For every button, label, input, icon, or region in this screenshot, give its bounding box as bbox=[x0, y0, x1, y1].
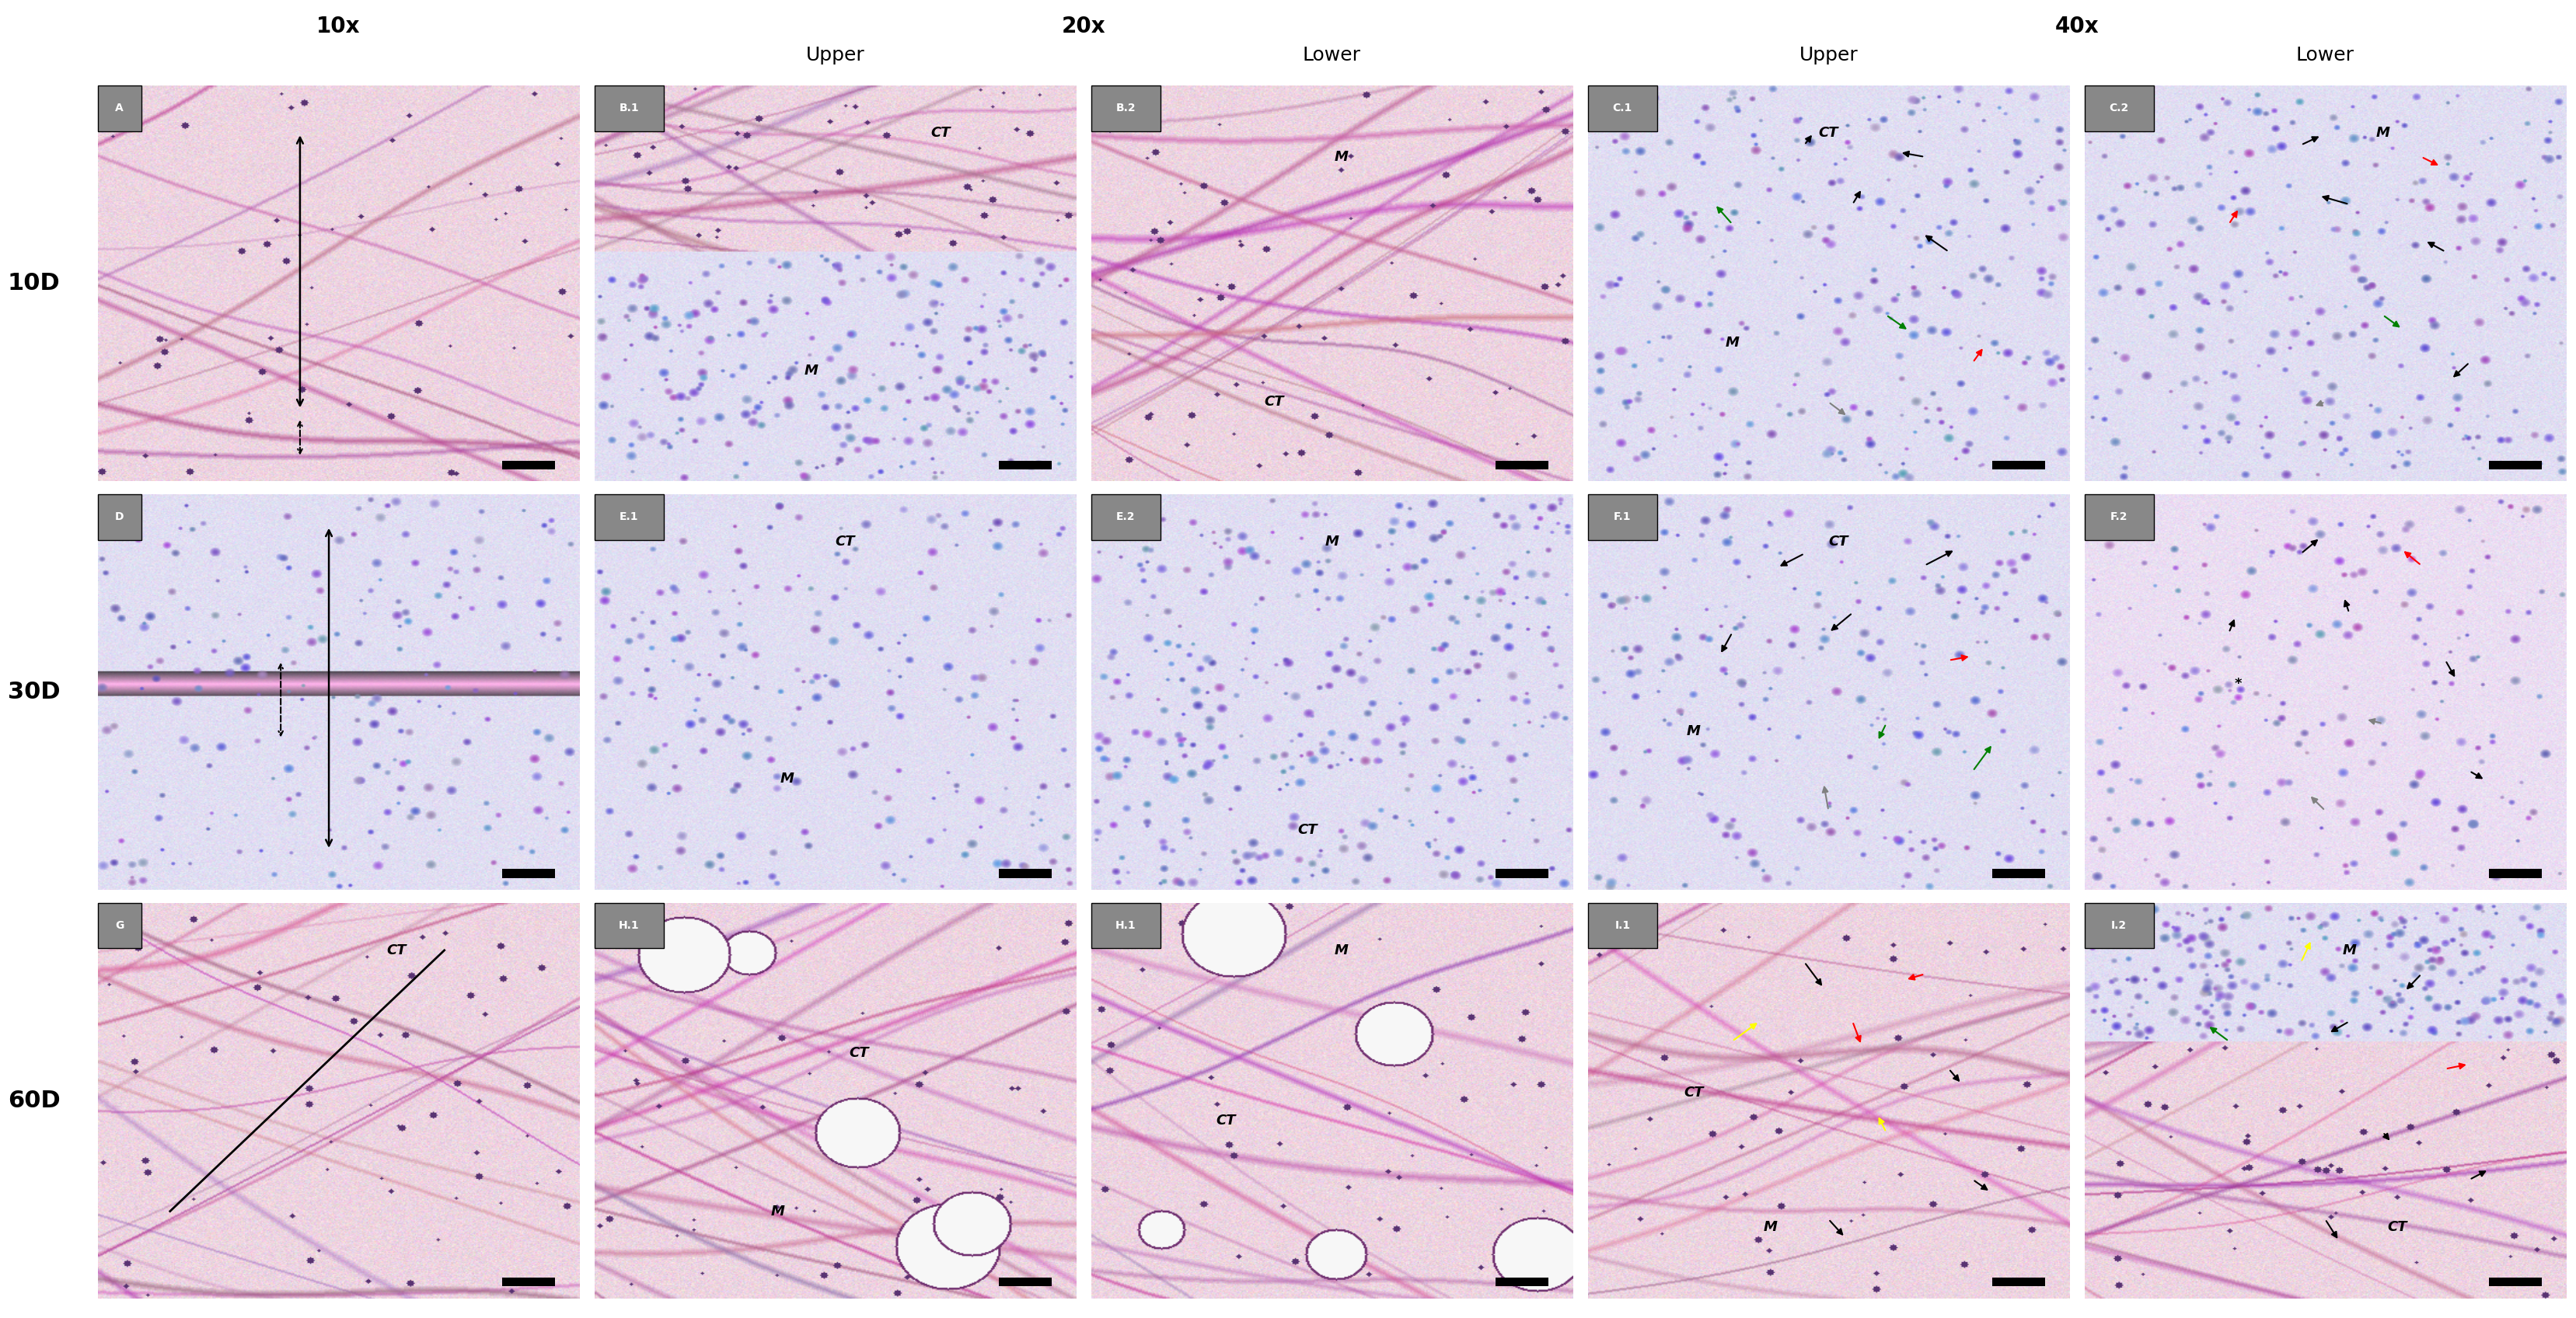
Text: B.2: B.2 bbox=[1115, 103, 1136, 113]
Bar bbox=[1497, 1277, 1548, 1286]
Bar bbox=[1497, 869, 1548, 878]
FancyBboxPatch shape bbox=[2084, 494, 2154, 540]
Text: M: M bbox=[1726, 336, 1739, 349]
Bar bbox=[999, 460, 1051, 469]
FancyBboxPatch shape bbox=[1587, 86, 1656, 132]
FancyBboxPatch shape bbox=[1587, 903, 1656, 948]
Text: CT: CT bbox=[386, 944, 407, 957]
FancyBboxPatch shape bbox=[98, 903, 142, 948]
Text: CT: CT bbox=[1819, 127, 1839, 140]
Text: M: M bbox=[1687, 725, 1700, 738]
Bar bbox=[502, 1277, 554, 1286]
Bar bbox=[999, 869, 1051, 878]
Text: H.1: H.1 bbox=[1115, 920, 1136, 931]
Text: 20x: 20x bbox=[1061, 16, 1105, 38]
Text: E.1: E.1 bbox=[621, 511, 639, 522]
Text: M: M bbox=[2375, 127, 2391, 140]
Text: CT: CT bbox=[835, 535, 855, 548]
FancyBboxPatch shape bbox=[98, 494, 142, 540]
Text: Lower: Lower bbox=[1303, 46, 1360, 65]
Text: 10D: 10D bbox=[8, 272, 59, 295]
Text: 30D: 30D bbox=[8, 680, 59, 704]
FancyBboxPatch shape bbox=[595, 903, 665, 948]
Text: F.2: F.2 bbox=[2110, 511, 2128, 522]
FancyBboxPatch shape bbox=[1092, 494, 1159, 540]
FancyBboxPatch shape bbox=[595, 86, 665, 132]
Bar bbox=[2488, 460, 2543, 469]
Text: M: M bbox=[1765, 1220, 1777, 1234]
Bar bbox=[2488, 1277, 2543, 1286]
Text: C.2: C.2 bbox=[2110, 103, 2128, 113]
Text: M: M bbox=[1334, 944, 1347, 957]
Text: I.2: I.2 bbox=[2112, 920, 2128, 931]
Text: M: M bbox=[804, 364, 819, 377]
Text: CT: CT bbox=[1216, 1114, 1236, 1127]
Bar bbox=[1991, 1277, 2045, 1286]
Text: I.1: I.1 bbox=[1615, 920, 1631, 931]
Text: F.1: F.1 bbox=[1613, 511, 1631, 522]
Text: G: G bbox=[116, 920, 124, 931]
Text: CT: CT bbox=[1829, 535, 1847, 548]
FancyBboxPatch shape bbox=[2084, 903, 2154, 948]
Bar bbox=[999, 1277, 1051, 1286]
FancyBboxPatch shape bbox=[2084, 86, 2154, 132]
Bar bbox=[502, 869, 554, 878]
Bar bbox=[1991, 460, 2045, 469]
Text: CT: CT bbox=[1265, 395, 1283, 409]
FancyBboxPatch shape bbox=[1587, 494, 1656, 540]
Text: E.2: E.2 bbox=[1115, 511, 1136, 522]
Text: CT: CT bbox=[1298, 824, 1319, 837]
Text: D: D bbox=[116, 511, 124, 522]
Text: B.1: B.1 bbox=[618, 103, 639, 113]
Text: CT: CT bbox=[2388, 1220, 2406, 1234]
Text: CT: CT bbox=[1685, 1086, 1703, 1099]
FancyBboxPatch shape bbox=[1092, 903, 1159, 948]
Text: *: * bbox=[2236, 677, 2241, 691]
Text: H.1: H.1 bbox=[618, 920, 639, 931]
FancyBboxPatch shape bbox=[595, 494, 665, 540]
Bar bbox=[2488, 869, 2543, 878]
Text: 40x: 40x bbox=[2056, 16, 2099, 38]
Text: CT: CT bbox=[930, 127, 951, 140]
Bar bbox=[1497, 460, 1548, 469]
Text: M: M bbox=[2342, 944, 2357, 957]
Text: CT: CT bbox=[850, 1046, 868, 1060]
Text: M: M bbox=[1324, 535, 1340, 548]
Bar bbox=[502, 460, 554, 469]
Text: M: M bbox=[770, 1205, 783, 1218]
Text: Upper: Upper bbox=[1798, 46, 1857, 65]
Text: A: A bbox=[116, 103, 124, 113]
Text: Upper: Upper bbox=[806, 46, 866, 65]
Text: Lower: Lower bbox=[2295, 46, 2354, 65]
Text: 10x: 10x bbox=[317, 16, 361, 38]
Text: 60D: 60D bbox=[8, 1089, 59, 1112]
Text: C.1: C.1 bbox=[1613, 103, 1633, 113]
FancyBboxPatch shape bbox=[98, 86, 142, 132]
Text: M: M bbox=[781, 772, 793, 786]
FancyBboxPatch shape bbox=[1092, 86, 1159, 132]
Text: M: M bbox=[1334, 150, 1347, 163]
Bar bbox=[1991, 869, 2045, 878]
